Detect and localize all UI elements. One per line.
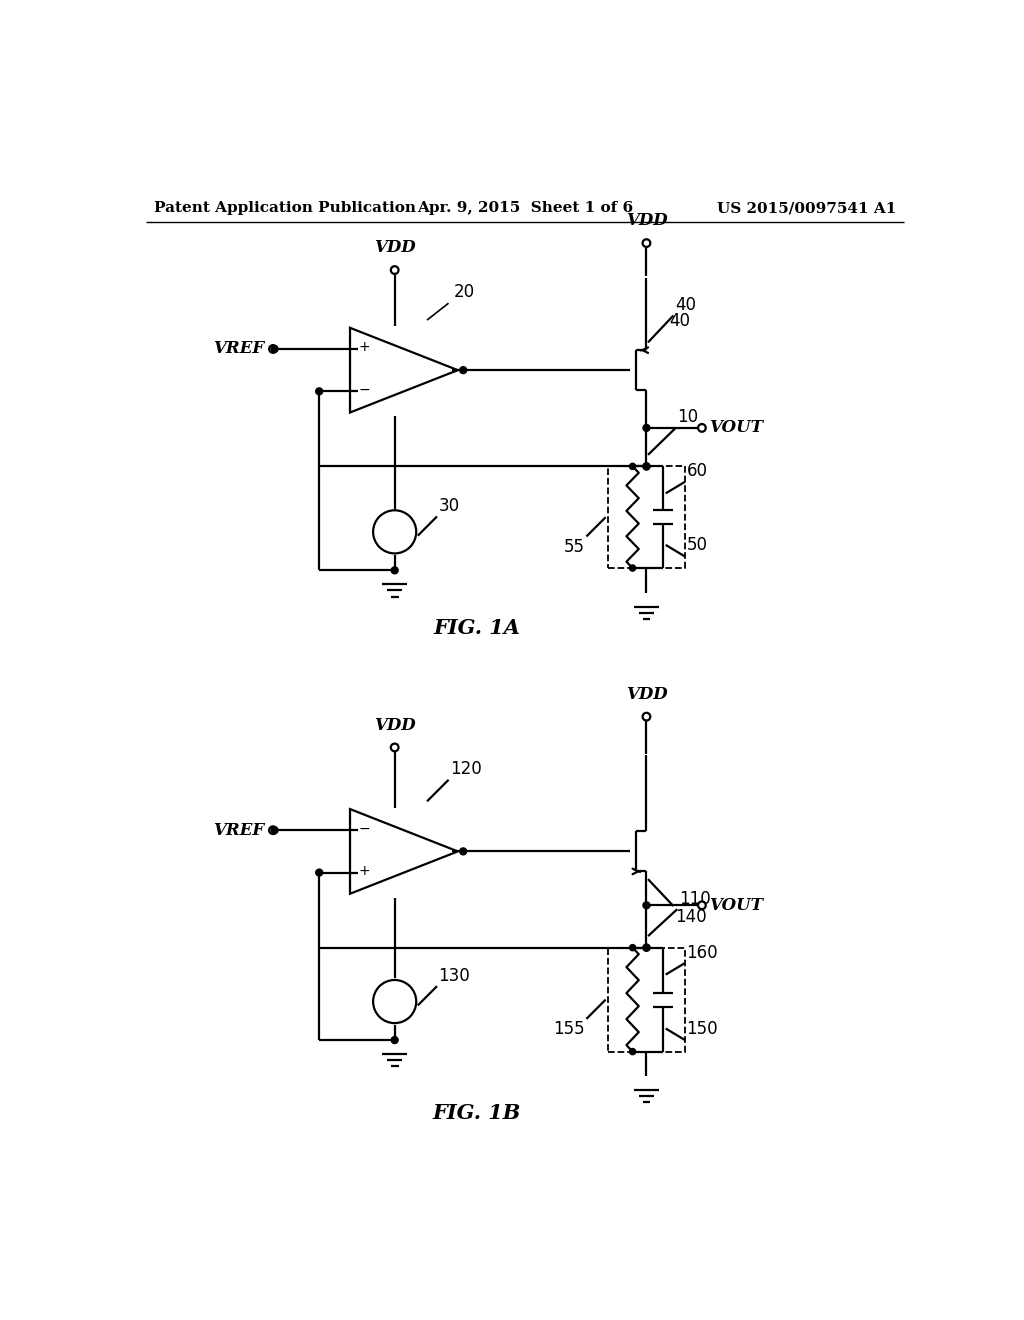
Text: 50: 50 <box>686 536 708 554</box>
Circle shape <box>391 566 398 574</box>
Text: 10: 10 <box>677 408 698 426</box>
Text: FIG. 1A: FIG. 1A <box>433 618 520 638</box>
Text: 55: 55 <box>564 539 585 556</box>
Text: 40: 40 <box>675 296 696 314</box>
Circle shape <box>643 713 650 721</box>
Text: 20: 20 <box>454 282 475 301</box>
Circle shape <box>630 463 636 470</box>
Text: 130: 130 <box>438 966 470 985</box>
Text: US 2015/0097541 A1: US 2015/0097541 A1 <box>718 202 897 215</box>
Circle shape <box>269 826 276 834</box>
Circle shape <box>643 902 650 908</box>
Text: VREF: VREF <box>213 341 264 358</box>
Text: VDD: VDD <box>626 686 668 702</box>
Circle shape <box>391 267 398 275</box>
Circle shape <box>630 565 636 572</box>
Text: VOUT: VOUT <box>710 420 764 437</box>
Text: Apr. 9, 2015  Sheet 1 of 6: Apr. 9, 2015 Sheet 1 of 6 <box>417 202 633 215</box>
Circle shape <box>643 239 650 247</box>
Circle shape <box>698 424 706 432</box>
Text: FIG. 1B: FIG. 1B <box>433 1104 521 1123</box>
Text: −: − <box>358 821 370 836</box>
Circle shape <box>373 511 416 553</box>
Text: VREF: VREF <box>213 822 264 838</box>
Circle shape <box>630 1048 636 1055</box>
Circle shape <box>271 826 278 834</box>
Circle shape <box>315 869 323 876</box>
Text: −: − <box>358 383 370 397</box>
Circle shape <box>391 1036 398 1044</box>
Text: Patent Application Publication: Patent Application Publication <box>154 202 416 215</box>
Circle shape <box>315 388 323 395</box>
Text: 120: 120 <box>451 760 482 779</box>
Circle shape <box>643 463 650 470</box>
Circle shape <box>643 463 650 470</box>
Text: VDD: VDD <box>374 717 416 734</box>
Circle shape <box>460 367 467 374</box>
Circle shape <box>271 346 278 352</box>
Text: +: + <box>358 341 370 355</box>
Bar <box>608 466 685 568</box>
Circle shape <box>630 945 636 950</box>
Text: VOUT: VOUT <box>710 896 764 913</box>
Bar <box>608 948 685 1052</box>
Circle shape <box>643 425 650 432</box>
Circle shape <box>643 944 650 952</box>
Text: 155: 155 <box>553 1020 585 1039</box>
Text: 150: 150 <box>686 1020 718 1038</box>
Circle shape <box>643 944 650 952</box>
Text: 110: 110 <box>679 890 711 908</box>
Circle shape <box>373 979 416 1023</box>
Circle shape <box>460 847 467 855</box>
Circle shape <box>698 902 706 909</box>
Text: VDD: VDD <box>374 239 416 256</box>
Text: 60: 60 <box>686 462 708 480</box>
Text: 160: 160 <box>686 944 718 961</box>
Text: +: + <box>358 865 370 878</box>
Circle shape <box>269 345 276 352</box>
Text: 140: 140 <box>675 908 707 925</box>
Text: VDD: VDD <box>626 213 668 230</box>
Text: 30: 30 <box>438 496 460 515</box>
Text: 40: 40 <box>670 312 690 330</box>
Circle shape <box>391 743 398 751</box>
